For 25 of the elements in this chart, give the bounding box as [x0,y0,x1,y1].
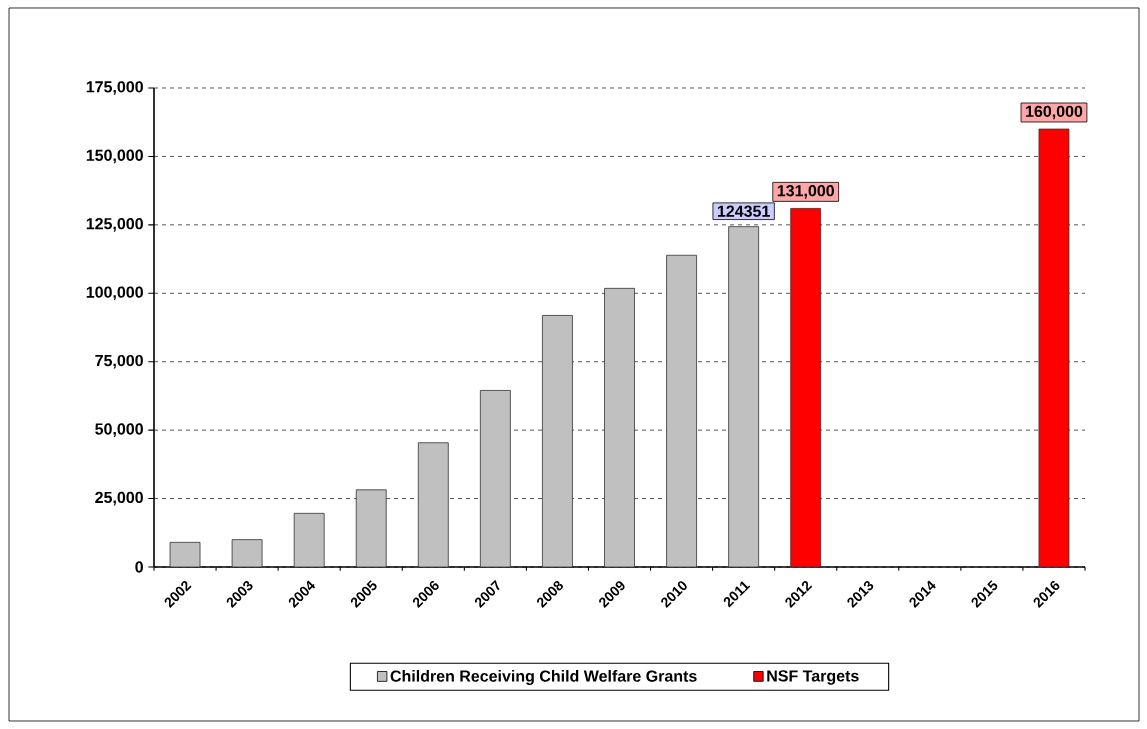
bar [1038,128,1070,568]
legend-label: NSF Targets [767,670,859,685]
y-tick-label: 75,000 [95,354,143,369]
bar [169,541,201,568]
bar [604,287,635,568]
y-tick-label: 150,000 [86,149,143,164]
bar [479,390,511,568]
bar [542,315,573,568]
bar [728,226,760,568]
data-label: 160,000 [1026,105,1083,120]
y-tick-label: 175,000 [86,81,143,95]
bar [355,489,387,568]
y-tick-label: 100,000 [86,286,143,301]
bar [293,512,325,568]
bar [666,254,697,568]
y-tick-label: 25,000 [95,491,143,506]
legend-label: Children Receiving Child Welfare Grants [390,670,697,685]
bar [231,539,263,568]
data-label: 131,000 [777,185,834,199]
bar [417,442,449,568]
y-tick-label: 50,000 [95,423,143,437]
bar [790,208,822,568]
data-label: 124351 [717,205,770,217]
y-tick-label: 125,000 [86,218,143,232]
y-tick-label: 0 [135,561,143,573]
